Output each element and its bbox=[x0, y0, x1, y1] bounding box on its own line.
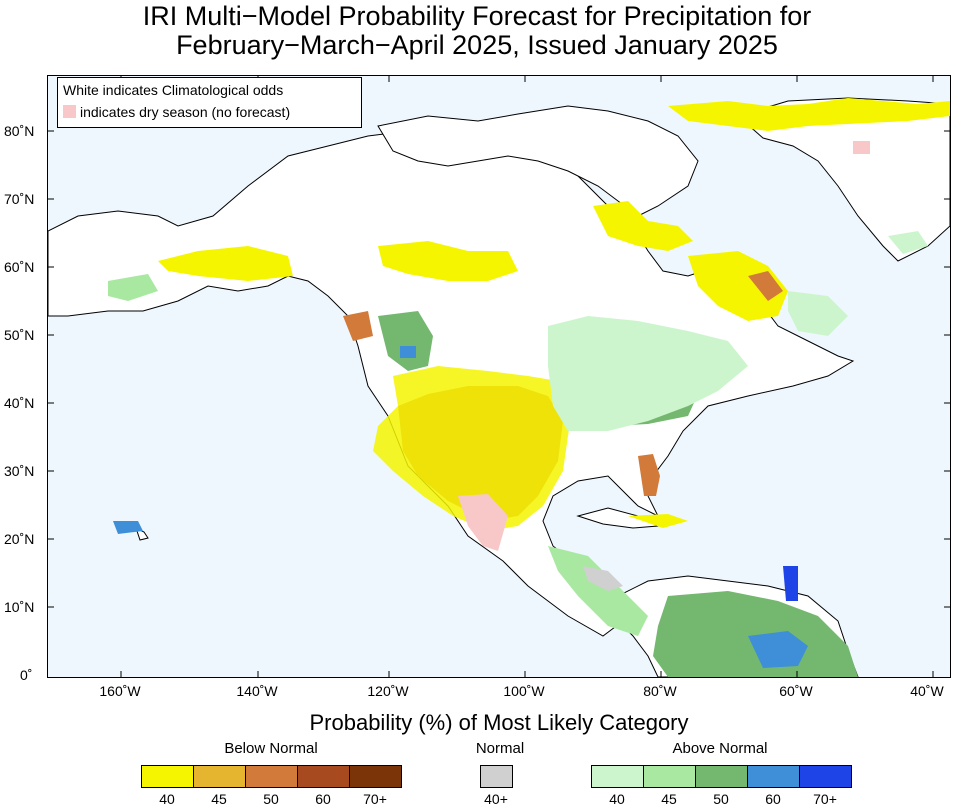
lat-label-70: 70˚N bbox=[4, 191, 35, 207]
above-normal-east-40 bbox=[548, 316, 748, 431]
below-normal-quebec-40 bbox=[688, 251, 788, 321]
above-normal-canada-east-40 bbox=[788, 291, 848, 336]
above-normal-swatch-2 bbox=[695, 765, 748, 788]
lat-label-0: 0˚ bbox=[20, 667, 33, 683]
above-normal-swatch-4 bbox=[799, 765, 852, 788]
below-normal-swatch-1 bbox=[193, 765, 246, 788]
below-normal-swatch-4 bbox=[349, 765, 402, 788]
above-normal-swatch-3 bbox=[747, 765, 800, 788]
below-normal-canada-north-40 bbox=[378, 241, 518, 281]
above-normal-central-america-45 bbox=[548, 546, 648, 636]
above-normal-tick-3: 60 bbox=[765, 791, 781, 807]
above-normal-tick-1: 45 bbox=[661, 791, 677, 807]
dry-season-areas bbox=[458, 141, 870, 551]
lon-label-140w: 140˚W bbox=[236, 683, 278, 699]
lat-label-40: 40˚N bbox=[4, 395, 35, 411]
below-normal-tick-4: 70+ bbox=[363, 791, 387, 807]
below-normal-swatch-2 bbox=[245, 765, 298, 788]
below-normal-arctic-40 bbox=[593, 201, 693, 251]
below-normal-tick-2: 50 bbox=[263, 791, 279, 807]
below-normal-florida-50 bbox=[638, 454, 660, 496]
above-normal-northwest-50 bbox=[378, 311, 433, 371]
normal-swatch-0 bbox=[480, 765, 513, 788]
below-normal-tick-0: 40 bbox=[159, 791, 175, 807]
below-normal-caribbean-40 bbox=[628, 514, 688, 528]
lon-label-40w: 40˚W bbox=[910, 683, 944, 699]
below-normal-swatch-0 bbox=[141, 765, 194, 788]
legend-above-normal-label: Above Normal bbox=[672, 740, 768, 757]
lon-label-100w: 100˚W bbox=[503, 683, 545, 699]
forecast-map bbox=[47, 75, 951, 678]
forecast-shading-above bbox=[108, 231, 928, 677]
below-normal-labrador-50 bbox=[748, 271, 783, 301]
above-normal-tick-4: 70+ bbox=[813, 791, 837, 807]
above-normal-alaska-45 bbox=[108, 274, 158, 301]
above-normal-greenland-40 bbox=[888, 231, 928, 254]
forecast-shading bbox=[158, 98, 950, 531]
forecast-map-canvas bbox=[48, 76, 950, 677]
greenland-land bbox=[736, 97, 950, 262]
arctic-islands bbox=[377, 105, 699, 217]
lat-label-10: 10˚N bbox=[4, 599, 35, 615]
map-title-line2: February−March−April 2025, Issued Januar… bbox=[176, 30, 778, 60]
below-normal-northwest-50 bbox=[343, 311, 373, 341]
legend-title: Probability (%) of Most Likely Category bbox=[309, 710, 689, 735]
lat-label-80: 80˚N bbox=[4, 123, 35, 139]
below-normal-alaska-40 bbox=[158, 246, 293, 281]
legend-below-normal-label: Below Normal bbox=[224, 740, 318, 757]
above-normal-tick-0: 40 bbox=[609, 791, 625, 807]
above-normal-hawaii-60 bbox=[113, 521, 143, 534]
dry-season-mexico bbox=[458, 494, 508, 551]
lat-label-20: 20˚N bbox=[4, 531, 35, 547]
above-normal-south-america-50 bbox=[653, 591, 858, 677]
map-title-line1: IRI Multi−Model Probability Forecast for… bbox=[142, 1, 812, 31]
lon-label-80w: 80˚W bbox=[643, 683, 677, 699]
above-normal-northwest-60 bbox=[400, 346, 416, 358]
info-climatology-text: White indicates Climatological odds bbox=[63, 82, 284, 98]
normal-tick-0: 40+ bbox=[484, 791, 508, 807]
above-normal-central-america-normal bbox=[583, 566, 623, 591]
above-normal-caribbean-70 bbox=[783, 566, 798, 601]
lon-label-160w: 160˚W bbox=[99, 683, 141, 699]
above-normal-south-america-60 bbox=[748, 631, 808, 668]
below-normal-tick-1: 45 bbox=[211, 791, 227, 807]
lon-label-60w: 60˚W bbox=[779, 683, 813, 699]
above-normal-swatch-0 bbox=[591, 765, 644, 788]
dry-season-swatch bbox=[63, 105, 76, 118]
below-normal-swatch-3 bbox=[297, 765, 350, 788]
lat-label-50: 50˚N bbox=[4, 327, 35, 343]
dry-season-greenland bbox=[853, 141, 870, 154]
info-box: White indicates Climatological odds indi… bbox=[57, 77, 362, 128]
below-normal-arctic-top-40 bbox=[668, 98, 950, 131]
lat-label-60: 60˚N bbox=[4, 259, 35, 275]
lat-label-30: 30˚N bbox=[4, 463, 35, 479]
lon-label-120w: 120˚W bbox=[367, 683, 409, 699]
below-normal-sw-40 bbox=[373, 366, 573, 531]
above-normal-tick-2: 50 bbox=[713, 791, 729, 807]
info-dry-season-text: indicates dry season (no forecast) bbox=[80, 104, 291, 120]
above-normal-swatch-1 bbox=[643, 765, 696, 788]
below-normal-tick-3: 60 bbox=[315, 791, 331, 807]
legend-normal-label: Normal bbox=[475, 740, 525, 757]
